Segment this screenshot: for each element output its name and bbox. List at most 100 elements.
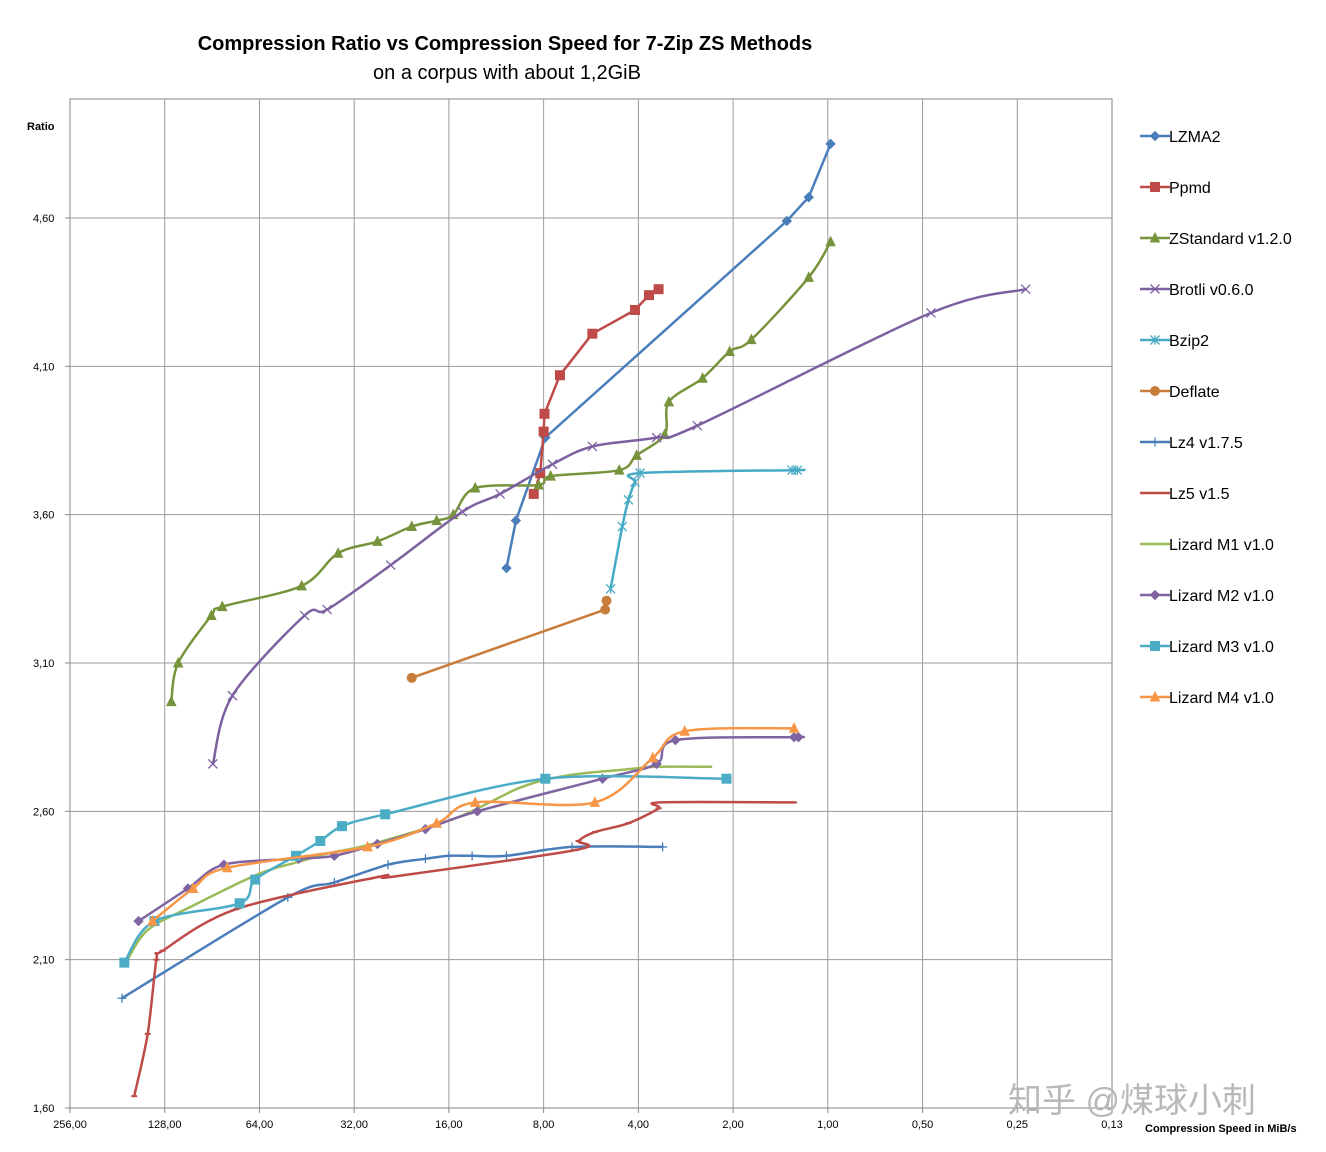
series-lz4-v1-7-5 [117, 842, 668, 1003]
x-tick-label: 16,00 [435, 1119, 463, 1131]
data-point-lizard-m4-v1-0 [679, 725, 690, 736]
data-point-brotli-v0-6-0 [692, 420, 703, 431]
data-point-lizard-m4-v1-0 [469, 796, 481, 807]
legend-label-lz5-v1-5: Lz5 v1.5 [1169, 486, 1230, 503]
x-tick-label: 0,50 [912, 1119, 933, 1131]
series-line-lizard-m2-v1-0 [137, 735, 806, 923]
data-point-zstandard-v1-2-0 [172, 656, 184, 668]
series-line-lzma2 [505, 142, 832, 570]
data-point-zstandard-v1-2-0 [296, 579, 307, 591]
legend-marker-lz4-v1-7-5 [1150, 437, 1160, 447]
data-point-brotli-v0-6-0 [587, 441, 598, 452]
data-point-lizard-m3-v1-0 [250, 874, 261, 885]
data-point-lizard-m3-v1-0 [540, 773, 551, 784]
legend-item-lz5-v1-5: Lz5 v1.5 [1140, 486, 1230, 503]
data-point-zstandard-v1-2-0 [165, 695, 177, 707]
data-point-zstandard-v1-2-0 [372, 535, 383, 546]
gridlines [69, 98, 1113, 1109]
series-lizard-m4-v1-0 [147, 722, 800, 926]
data-point-lizard-m2-v1-0 [670, 734, 681, 746]
legend-label-deflate: Deflate [1169, 384, 1220, 401]
data-point-zstandard-v1-2-0 [406, 520, 418, 532]
data-point-lz4-v1-7-5 [420, 854, 430, 864]
legend-marker-lizard-m2-v1-0 [1149, 589, 1161, 601]
data-point-deflate [600, 604, 611, 615]
data-point-lz4-v1-7-5 [383, 860, 393, 870]
legend-marker-deflate [1150, 386, 1160, 396]
data-point-lz4-v1-7-5 [501, 851, 511, 861]
series-lizard-m2-v1-0 [133, 731, 806, 927]
x-tick-label: 2,00 [722, 1119, 743, 1131]
y-tick-label: 3,10 [33, 658, 54, 670]
x-tick-label: 32,00 [340, 1119, 368, 1131]
x-axis-label: Compression Speed in MiB/s [1145, 1123, 1297, 1135]
legend-item-lizard-m4-v1-0: Lizard M4 v1.0 [1140, 690, 1274, 707]
y-axis-label: Ratio [27, 121, 55, 133]
data-point-bzip2 [635, 468, 646, 479]
data-point-zstandard-v1-2-0 [803, 271, 815, 282]
data-point-zstandard-v1-2-0 [724, 345, 736, 356]
legend-label-zstandard-v1-2-0: ZStandard v1.2.0 [1169, 231, 1292, 248]
data-point-lizard-m3-v1-0 [315, 836, 326, 846]
series-line-lizard-m4-v1-0 [151, 726, 796, 923]
data-point-zstandard-v1-2-0 [332, 547, 344, 558]
data-point-lizard-m3-v1-0 [380, 809, 391, 820]
legend-marker-ppmd [1150, 182, 1160, 192]
data-point-brotli-v0-6-0 [457, 506, 468, 517]
legend-marker-zstandard-v1-2-0 [1149, 231, 1161, 243]
data-point-ppmd [587, 328, 598, 339]
data-point-bzip2 [792, 465, 803, 476]
series-lz5-v1-5 [131, 800, 798, 1098]
data-point-bzip2 [605, 583, 616, 594]
data-point-lizard-m4-v1-0 [362, 840, 373, 852]
data-point-brotli-v0-6-0 [299, 610, 310, 621]
data-point-bzip2 [617, 521, 628, 532]
legend-label-brotli-v0-6-0: Brotli v0.6.0 [1169, 282, 1254, 299]
x-tick-label: 4,00 [628, 1119, 649, 1131]
series-line-deflate [410, 599, 608, 680]
data-point-zstandard-v1-2-0 [216, 600, 228, 612]
legend-item-lizard-m2-v1-0: Lizard M2 v1.0 [1140, 588, 1274, 605]
data-point-lizard-m2-v1-0 [133, 915, 144, 927]
series-lizard-m3-v1-0 [119, 773, 732, 968]
legend-label-lizard-m2-v1-0: Lizard M2 v1.0 [1169, 588, 1274, 605]
series-line-lz4-v1-7-5 [120, 845, 664, 1000]
y-tick-label: 3,60 [33, 510, 54, 522]
data-point-lizard-m4-v1-0 [431, 817, 442, 828]
data-point-bzip2 [630, 477, 640, 487]
data-point-zstandard-v1-2-0 [533, 478, 544, 490]
series-line-lizard-m1-v1-0 [124, 765, 713, 964]
data-point-zstandard-v1-2-0 [631, 449, 642, 460]
data-point-deflate [601, 595, 612, 606]
x-tick-label: 8,00 [533, 1119, 554, 1131]
data-point-ppmd [528, 488, 539, 499]
data-point-lizard-m4-v1-0 [221, 861, 233, 873]
tick-labels: 256,00 128,00 64,00 32,00 16,00 8,00 4,00 2,00 1… [33, 213, 1123, 1131]
legend-item-ppmd: Ppmd [1140, 180, 1211, 197]
data-point-brotli-v0-6-0 [322, 604, 333, 615]
y-tick-label: 4,60 [33, 213, 54, 225]
data-point-lizard-m3-v1-0 [234, 898, 245, 909]
legend-item-deflate: Deflate [1140, 384, 1220, 401]
series-line-bzip2 [609, 468, 806, 591]
data-point-lizard-m4-v1-0 [647, 751, 659, 763]
data-point-lzma2 [803, 192, 814, 203]
data-point-zstandard-v1-2-0 [469, 481, 481, 493]
legend: LZMA2 Ppmd ZStandard v1.2.0 Brotli v0.6.0 Bz… [1140, 129, 1292, 707]
legend-item-lizard-m3-v1-0: Lizard M3 v1.0 [1140, 639, 1274, 656]
data-point-brotli-v0-6-0 [547, 459, 558, 470]
data-point-deflate [406, 672, 417, 683]
y-tick-label: 2,10 [33, 955, 54, 967]
data-point-lizard-m2-v1-0 [793, 731, 804, 743]
x-tick-label: 256,00 [53, 1119, 87, 1131]
legend-label-ppmd: Ppmd [1169, 180, 1211, 197]
data-point-brotli-v0-6-0 [495, 488, 506, 499]
data-point-brotli-v0-6-0 [651, 432, 662, 443]
data-point-lz4-v1-7-5 [117, 993, 127, 1003]
chart-title: Compression Ratio vs Compression Speed f… [198, 33, 813, 55]
data-point-lz4-v1-7-5 [467, 851, 477, 861]
data-point-lizard-m4-v1-0 [788, 722, 800, 733]
data-point-brotli-v0-6-0 [385, 560, 396, 571]
data-point-bzip2 [623, 494, 634, 505]
data-point-ppmd [644, 290, 655, 301]
